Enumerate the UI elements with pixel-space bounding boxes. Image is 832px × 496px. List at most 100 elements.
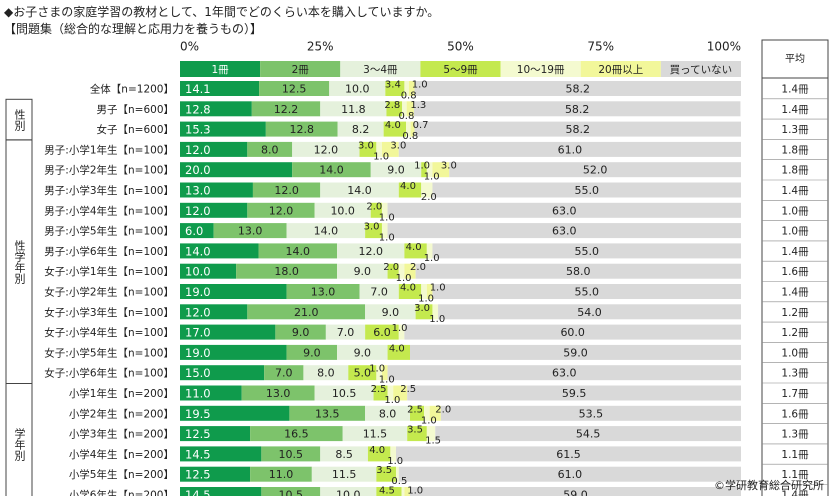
bar-segment (247, 202, 315, 218)
bar-segment (426, 243, 433, 259)
data-label: 55.0 (574, 286, 599, 299)
data-label: 11.8 (341, 103, 366, 116)
bar-segment (180, 202, 248, 218)
bar-segment (432, 162, 450, 178)
data-label-small: 4.5 (379, 486, 395, 496)
avg-value: 1.4冊 (781, 84, 809, 96)
data-label: 10.0 (185, 265, 211, 279)
bar-segment (408, 81, 415, 96)
row-label: 女子:小学6年生【n=100】 (44, 367, 174, 380)
credit: ©学研教育総合研究所 (714, 479, 824, 492)
data-label-small: 1.0 (424, 172, 440, 183)
data-label: 12.0 (185, 204, 211, 218)
data-label-small: 3.0 (364, 222, 380, 233)
avg-value: 1.2冊 (781, 327, 809, 339)
bar-segment (407, 426, 427, 442)
legend-swatch (420, 61, 501, 77)
data-label: 11.0 (269, 468, 294, 481)
data-label: 54.5 (576, 428, 601, 441)
bar-segment (413, 101, 741, 117)
bar-segment (320, 101, 387, 117)
bar-segment (247, 304, 366, 320)
data-label: 54.0 (577, 306, 602, 319)
legend-label: 1冊 (211, 64, 229, 76)
bar-segment (432, 243, 741, 259)
group-bracket (5, 383, 33, 496)
data-label: 10.5 (332, 387, 357, 400)
bar-segment (398, 141, 741, 157)
bar-segment (385, 81, 405, 96)
avg-value: 1.0冊 (781, 347, 809, 359)
bar-segment (320, 446, 368, 462)
data-label: 16.5 (284, 428, 309, 441)
bar-segment (365, 405, 411, 421)
bar-segment (261, 487, 321, 496)
legend-swatch (340, 61, 421, 77)
data-label: 17.0 (185, 326, 211, 340)
avg-value: 1.3冊 (781, 429, 809, 441)
data-label-small: 1.0 (421, 415, 437, 426)
x-tick-label: 100% (707, 40, 741, 54)
data-label: 7.0 (370, 286, 388, 299)
data-label-small: 0.7 (413, 120, 429, 131)
row-label: 小学1年生【n=200】 (69, 387, 174, 400)
bar-segment (180, 101, 252, 117)
data-label: 13.0 (238, 225, 263, 238)
bar-segment (426, 426, 436, 442)
data-label: 14.0 (185, 244, 211, 258)
row-label: 小学5年生【n=200】 (69, 468, 174, 481)
data-label: 60.0 (560, 326, 585, 339)
bar-segment (286, 344, 338, 360)
bar-segment (438, 304, 741, 320)
bar-segment (383, 121, 407, 137)
data-label-small: 3.0 (414, 303, 430, 314)
bar-segment (424, 405, 430, 421)
row-label: 男子:小学3年生【n=100】 (44, 184, 174, 197)
bar-segment (410, 405, 425, 421)
bar-segment (435, 426, 741, 442)
x-tick-label: 0% (180, 40, 199, 54)
data-label-small: 2.0 (435, 404, 451, 415)
legend-swatch (580, 61, 661, 77)
bar-segment (386, 101, 403, 117)
bar-segment (342, 426, 408, 442)
data-label-small: 1.0 (418, 294, 434, 305)
data-label: 14.0 (319, 164, 344, 177)
data-label-small: 3.5 (407, 425, 423, 436)
bar-segment (180, 304, 248, 320)
bar-segment (410, 121, 415, 137)
data-label: 10.0 (336, 489, 361, 496)
bar-segment (410, 487, 741, 496)
data-label: 13.0 (185, 184, 211, 198)
bar-segment (180, 466, 251, 482)
bar-segment (406, 121, 411, 137)
bar-segment (180, 385, 242, 401)
bar-segment (421, 162, 427, 178)
bar-segment (213, 223, 287, 239)
bar-segment (180, 81, 260, 96)
avg-value: 1.4冊 (781, 490, 809, 496)
data-label-small: 2.0 (410, 262, 426, 273)
bar-segment (289, 405, 366, 421)
bar-segment (370, 202, 382, 218)
data-label-small: 1.0 (430, 283, 446, 294)
bar-segment (449, 162, 741, 178)
bar-segment (311, 466, 377, 482)
bar-segment (359, 141, 377, 157)
bar-segment (393, 385, 408, 401)
data-label-small: 1.0 (392, 323, 408, 334)
data-label: 53.5 (579, 407, 604, 420)
data-label: 7.0 (337, 326, 355, 339)
x-tick-label: 75% (587, 40, 614, 54)
group-label: 学年別 (13, 427, 26, 462)
data-label: 12.0 (314, 143, 339, 156)
row-label: 女子:小学4年生【n=100】 (44, 326, 174, 339)
bar-segment (429, 405, 441, 421)
data-label-small: 1.0 (412, 80, 428, 91)
avg-value: 1.3冊 (781, 368, 809, 380)
bar-segment (348, 365, 377, 381)
data-label: 61.0 (558, 143, 583, 156)
bar-segment (251, 101, 321, 117)
bar-segment (320, 182, 399, 198)
legend-swatch (180, 61, 261, 77)
